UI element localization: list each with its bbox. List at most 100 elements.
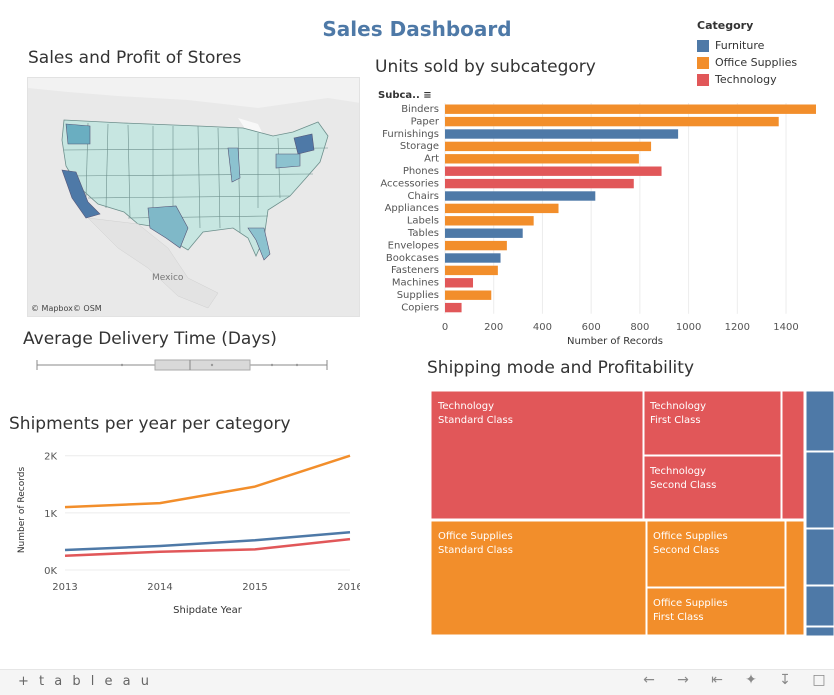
line-y-tick: 2K — [44, 452, 57, 463]
line-series-technology[interactable] — [64, 537, 351, 557]
bar-category-label[interactable]: Art — [424, 154, 439, 165]
state-pennsylvania[interactable] — [275, 153, 301, 169]
treemap-tile[interactable] — [805, 585, 834, 627]
bar-x-tick: 600 — [582, 322, 601, 333]
treemap-label: Technology — [649, 466, 706, 477]
store-map[interactable]: Mexico © Mapbox© OSM — [27, 77, 360, 317]
bar-art[interactable] — [445, 154, 639, 164]
bar-appliances[interactable] — [445, 203, 559, 214]
units-header-label: Subca.. — [378, 90, 420, 101]
legend-item-office-supplies[interactable]: Office Supplies — [697, 54, 797, 71]
delivery-boxplot[interactable] — [22, 355, 352, 375]
map-title: Sales and Profit of Stores — [28, 48, 242, 68]
bar-x-tick: 400 — [533, 322, 552, 333]
bar-category-label[interactable]: Machines — [392, 278, 439, 289]
bar-category-label[interactable]: Fasteners — [391, 265, 439, 276]
bar-paper[interactable] — [445, 116, 779, 127]
line-x-tick: 2015 — [242, 582, 267, 593]
bar-category-label[interactable]: Copiers — [401, 302, 439, 313]
legend-item-furniture[interactable]: Furniture — [697, 37, 797, 54]
line-series-furniture[interactable] — [64, 531, 351, 552]
bar-machines[interactable] — [445, 278, 474, 288]
line-series-office-supplies[interactable] — [64, 454, 351, 509]
bar-binders[interactable] — [445, 104, 816, 114]
bar-category-label[interactable]: Chairs — [407, 191, 439, 202]
treemap-tile[interactable] — [805, 391, 834, 452]
bar-category-label[interactable]: Tables — [407, 228, 439, 239]
sort-icon[interactable]: ≡ — [423, 90, 432, 101]
state-california[interactable] — [61, 169, 101, 219]
bar-tables[interactable] — [445, 228, 523, 238]
bar-storage[interactable] — [445, 141, 652, 152]
treemap-tile[interactable] — [781, 391, 805, 520]
shipping-treemap[interactable]: Technology Standard Class Technology Fir… — [431, 391, 834, 636]
state-washington[interactable] — [65, 123, 91, 145]
download-icon[interactable]: ↧ — [779, 672, 791, 688]
line-y-tick: 0K — [44, 566, 57, 577]
bar-envelopes[interactable] — [445, 240, 507, 251]
tableau-toolbar — [0, 669, 834, 695]
bar-x-tick: 0 — [442, 322, 448, 333]
treemap-tile[interactable] — [643, 455, 782, 520]
bar-category-label[interactable]: Envelopes — [388, 240, 439, 251]
state-texas[interactable] — [147, 205, 189, 249]
bar-copiers[interactable] — [445, 302, 462, 313]
bar-supplies[interactable] — [445, 290, 492, 300]
treemap-tile[interactable] — [431, 520, 647, 636]
bar-category-label[interactable]: Phones — [403, 166, 439, 177]
bar-furnishings[interactable] — [445, 129, 679, 139]
units-axis-header[interactable]: Subca.. ≡ — [378, 90, 432, 101]
treemap-tile[interactable] — [805, 451, 834, 529]
treemap-label: First Class — [650, 415, 701, 426]
bar-accessories[interactable] — [445, 178, 634, 189]
treemap-title: Shipping mode and Profitability — [427, 358, 695, 378]
bar-bookcases[interactable] — [445, 253, 501, 263]
revert-icon[interactable]: ⇤ — [711, 672, 723, 688]
legend-swatch-technology — [697, 73, 709, 86]
bar-labels[interactable] — [445, 216, 534, 226]
bar-fasteners[interactable] — [445, 265, 498, 276]
state-new-york[interactable] — [293, 133, 315, 155]
legend-item-technology[interactable]: Technology — [697, 71, 797, 88]
share-icon[interactable]: ✦ — [745, 672, 757, 688]
treemap-tile[interactable] — [431, 391, 644, 520]
treemap-tile[interactable] — [805, 626, 834, 636]
undo-icon[interactable]: ← — [643, 672, 655, 688]
bar-category-label[interactable]: Binders — [401, 104, 439, 115]
map-place-label: Mexico — [152, 273, 184, 283]
treemap-tile[interactable] — [805, 528, 834, 586]
bar-category-label[interactable]: Furnishings — [382, 129, 439, 140]
treemap-label: Second Class — [653, 545, 719, 556]
bar-category-label[interactable]: Labels — [407, 216, 439, 227]
bar-category-label[interactable]: Storage — [400, 141, 439, 152]
bar-x-tick: 1200 — [725, 322, 750, 333]
bar-phones[interactable] — [445, 166, 662, 176]
state-illinois[interactable] — [227, 147, 241, 183]
state-florida[interactable] — [247, 227, 271, 261]
treemap-tile[interactable] — [646, 520, 786, 588]
shipments-line-chart[interactable]: 0K 1K 2K 2013 2014 2015 2016 Shipdate Year Numbe… — [10, 440, 360, 620]
legend-swatch-office-supplies — [697, 56, 709, 69]
treemap-label: Technology — [649, 401, 706, 412]
bar-category-label[interactable]: Accessories — [380, 178, 439, 189]
tableau-logo[interactable]: + t a b l e a u — [18, 674, 152, 689]
treemap-label: First Class — [653, 612, 704, 623]
treemap-tile[interactable] — [643, 391, 782, 456]
bar-chairs[interactable] — [445, 191, 596, 201]
bar-category-label[interactable]: Supplies — [397, 290, 439, 301]
line-y-tick: 1K — [44, 509, 57, 520]
treemap-label: Office Supplies — [653, 598, 728, 609]
treemap-label: Standard Class — [438, 545, 513, 556]
bar-x-tick: 200 — [484, 322, 503, 333]
treemap-tile[interactable] — [646, 587, 786, 636]
redo-icon[interactable]: → — [677, 672, 689, 688]
units-title: Units sold by subcategory — [375, 57, 596, 77]
bar-category-label[interactable]: Bookcases — [386, 253, 439, 264]
bar-category-label[interactable]: Paper — [411, 116, 440, 127]
map-canvas[interactable]: Mexico — [28, 78, 360, 317]
legend-title: Category — [697, 19, 754, 32]
fullscreen-icon[interactable]: □ — [812, 672, 826, 688]
bar-category-label[interactable]: Appliances — [385, 203, 439, 214]
treemap-tile[interactable] — [785, 520, 805, 636]
